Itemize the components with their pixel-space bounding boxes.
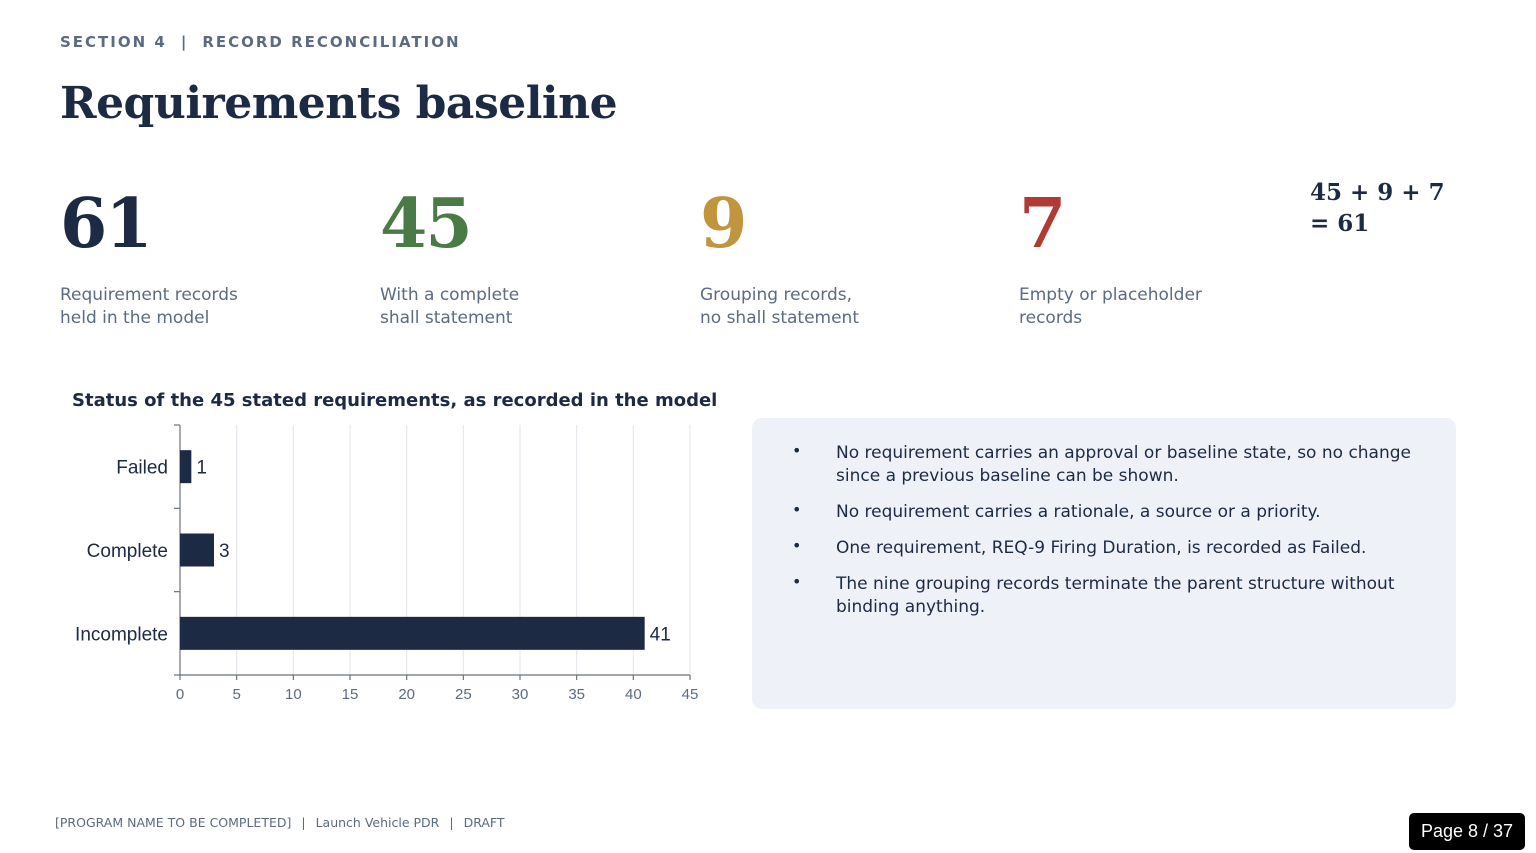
stat-total-records: 61 Requirement records held in the model	[60, 182, 360, 330]
stat-value: 45	[380, 184, 473, 264]
x-tick-label: 5	[232, 686, 240, 703]
stat-label-line: Empty or placeholder	[1019, 285, 1202, 305]
section-header: SECTION 4 | RECORD RECONCILIATION	[60, 33, 461, 51]
x-tick-label: 35	[568, 686, 585, 703]
note-item: • No requirement carries a rationale, a s…	[792, 500, 1412, 524]
note-item: • No requirement carries an approval or b…	[792, 441, 1412, 488]
stat-value: 9	[700, 184, 747, 264]
page-title: Requirements baseline	[60, 78, 618, 129]
record-sum-equation: 45 + 9 + 7 = 61	[1310, 179, 1445, 237]
footer-divider: |	[449, 815, 454, 830]
category-label: Incomplete	[75, 624, 168, 645]
stat-label-line: records	[1019, 308, 1083, 328]
notes-panel: • No requirement carries an approval or b…	[752, 418, 1456, 709]
stat-value: 61	[60, 184, 153, 264]
stat-label-line: held in the model	[60, 308, 210, 328]
note-text: The nine grouping records terminate the …	[836, 574, 1395, 617]
stat-label-line: With a complete	[380, 285, 520, 305]
bar-complete	[180, 533, 214, 567]
chart-title: Status of the 45 stated requirements, as…	[72, 390, 718, 411]
x-tick-label: 45	[682, 686, 699, 703]
note-item: • One requirement, REQ-9 Firing Duration,…	[792, 536, 1412, 560]
section-divider: |	[180, 33, 189, 51]
footer: [PROGRAM NAME TO BE COMPLETED] | Launch Ve…	[55, 815, 505, 830]
section-number: SECTION 4	[60, 33, 167, 51]
stat-empty-records: 7 Empty or placeholder records	[1019, 182, 1319, 330]
footer-review: Launch Vehicle PDR	[315, 815, 440, 830]
note-item: • The nine grouping records terminate the…	[792, 572, 1412, 619]
stat-value: 7	[1019, 184, 1066, 264]
bullet-icon: •	[792, 572, 802, 591]
stat-label: With a complete shall statement	[380, 284, 680, 330]
x-tick-label: 10	[285, 686, 302, 703]
stat-label: Requirement records held in the model	[60, 284, 360, 330]
status-bar-chart: 0 5 10 15 20 25 30 35 40 45 Failed 1 Complete 3 Incomp…	[0, 415, 720, 715]
data-label: 1	[196, 458, 207, 479]
stat-label-line: no shall statement	[700, 308, 860, 328]
stat-complete-shall: 45 With a complete shall statement	[380, 182, 680, 330]
data-label: 3	[219, 541, 230, 562]
x-tick-label: 25	[455, 686, 472, 703]
x-tick-label: 30	[512, 686, 529, 703]
footer-divider: |	[301, 815, 306, 830]
bar-incomplete	[180, 616, 645, 650]
stat-label: Empty or placeholder records	[1019, 284, 1319, 330]
note-text: One requirement, REQ-9 Firing Duration, …	[836, 538, 1367, 558]
x-tick-label: 20	[398, 686, 415, 703]
bullet-icon: •	[792, 441, 802, 460]
category-label: Failed	[116, 458, 168, 479]
category-label: Complete	[87, 541, 168, 562]
note-text: No requirement carries an approval or ba…	[836, 443, 1412, 486]
page-indicator: Page 8 / 37	[1409, 813, 1525, 850]
note-text: No requirement carries a rationale, a so…	[836, 502, 1321, 522]
stat-label-line: shall statement	[380, 308, 513, 328]
data-label: 41	[650, 624, 671, 645]
status-chart-svg: 0 5 10 15 20 25 30 35 40 45 Failed 1 Complete 3 Incomp…	[75, 424, 699, 703]
stat-grouping-records: 9 Grouping records, no shall statement	[700, 182, 1000, 330]
stat-label-line: Grouping records,	[700, 285, 853, 305]
bar-failed	[180, 450, 192, 484]
section-topic: RECORD RECONCILIATION	[202, 33, 461, 51]
footer-program: [PROGRAM NAME TO BE COMPLETED]	[55, 815, 292, 830]
stat-label-line: Requirement records	[60, 285, 238, 305]
bullet-icon: •	[792, 500, 802, 519]
footer-status: DRAFT	[463, 815, 505, 830]
stat-label: Grouping records, no shall statement	[700, 284, 1000, 330]
bullet-icon: •	[792, 536, 802, 555]
x-tick-label: 40	[625, 686, 642, 703]
notes-list: • No requirement carries an approval or b…	[792, 441, 1412, 632]
x-tick-label: 0	[176, 686, 184, 703]
x-tick-label: 15	[342, 686, 359, 703]
